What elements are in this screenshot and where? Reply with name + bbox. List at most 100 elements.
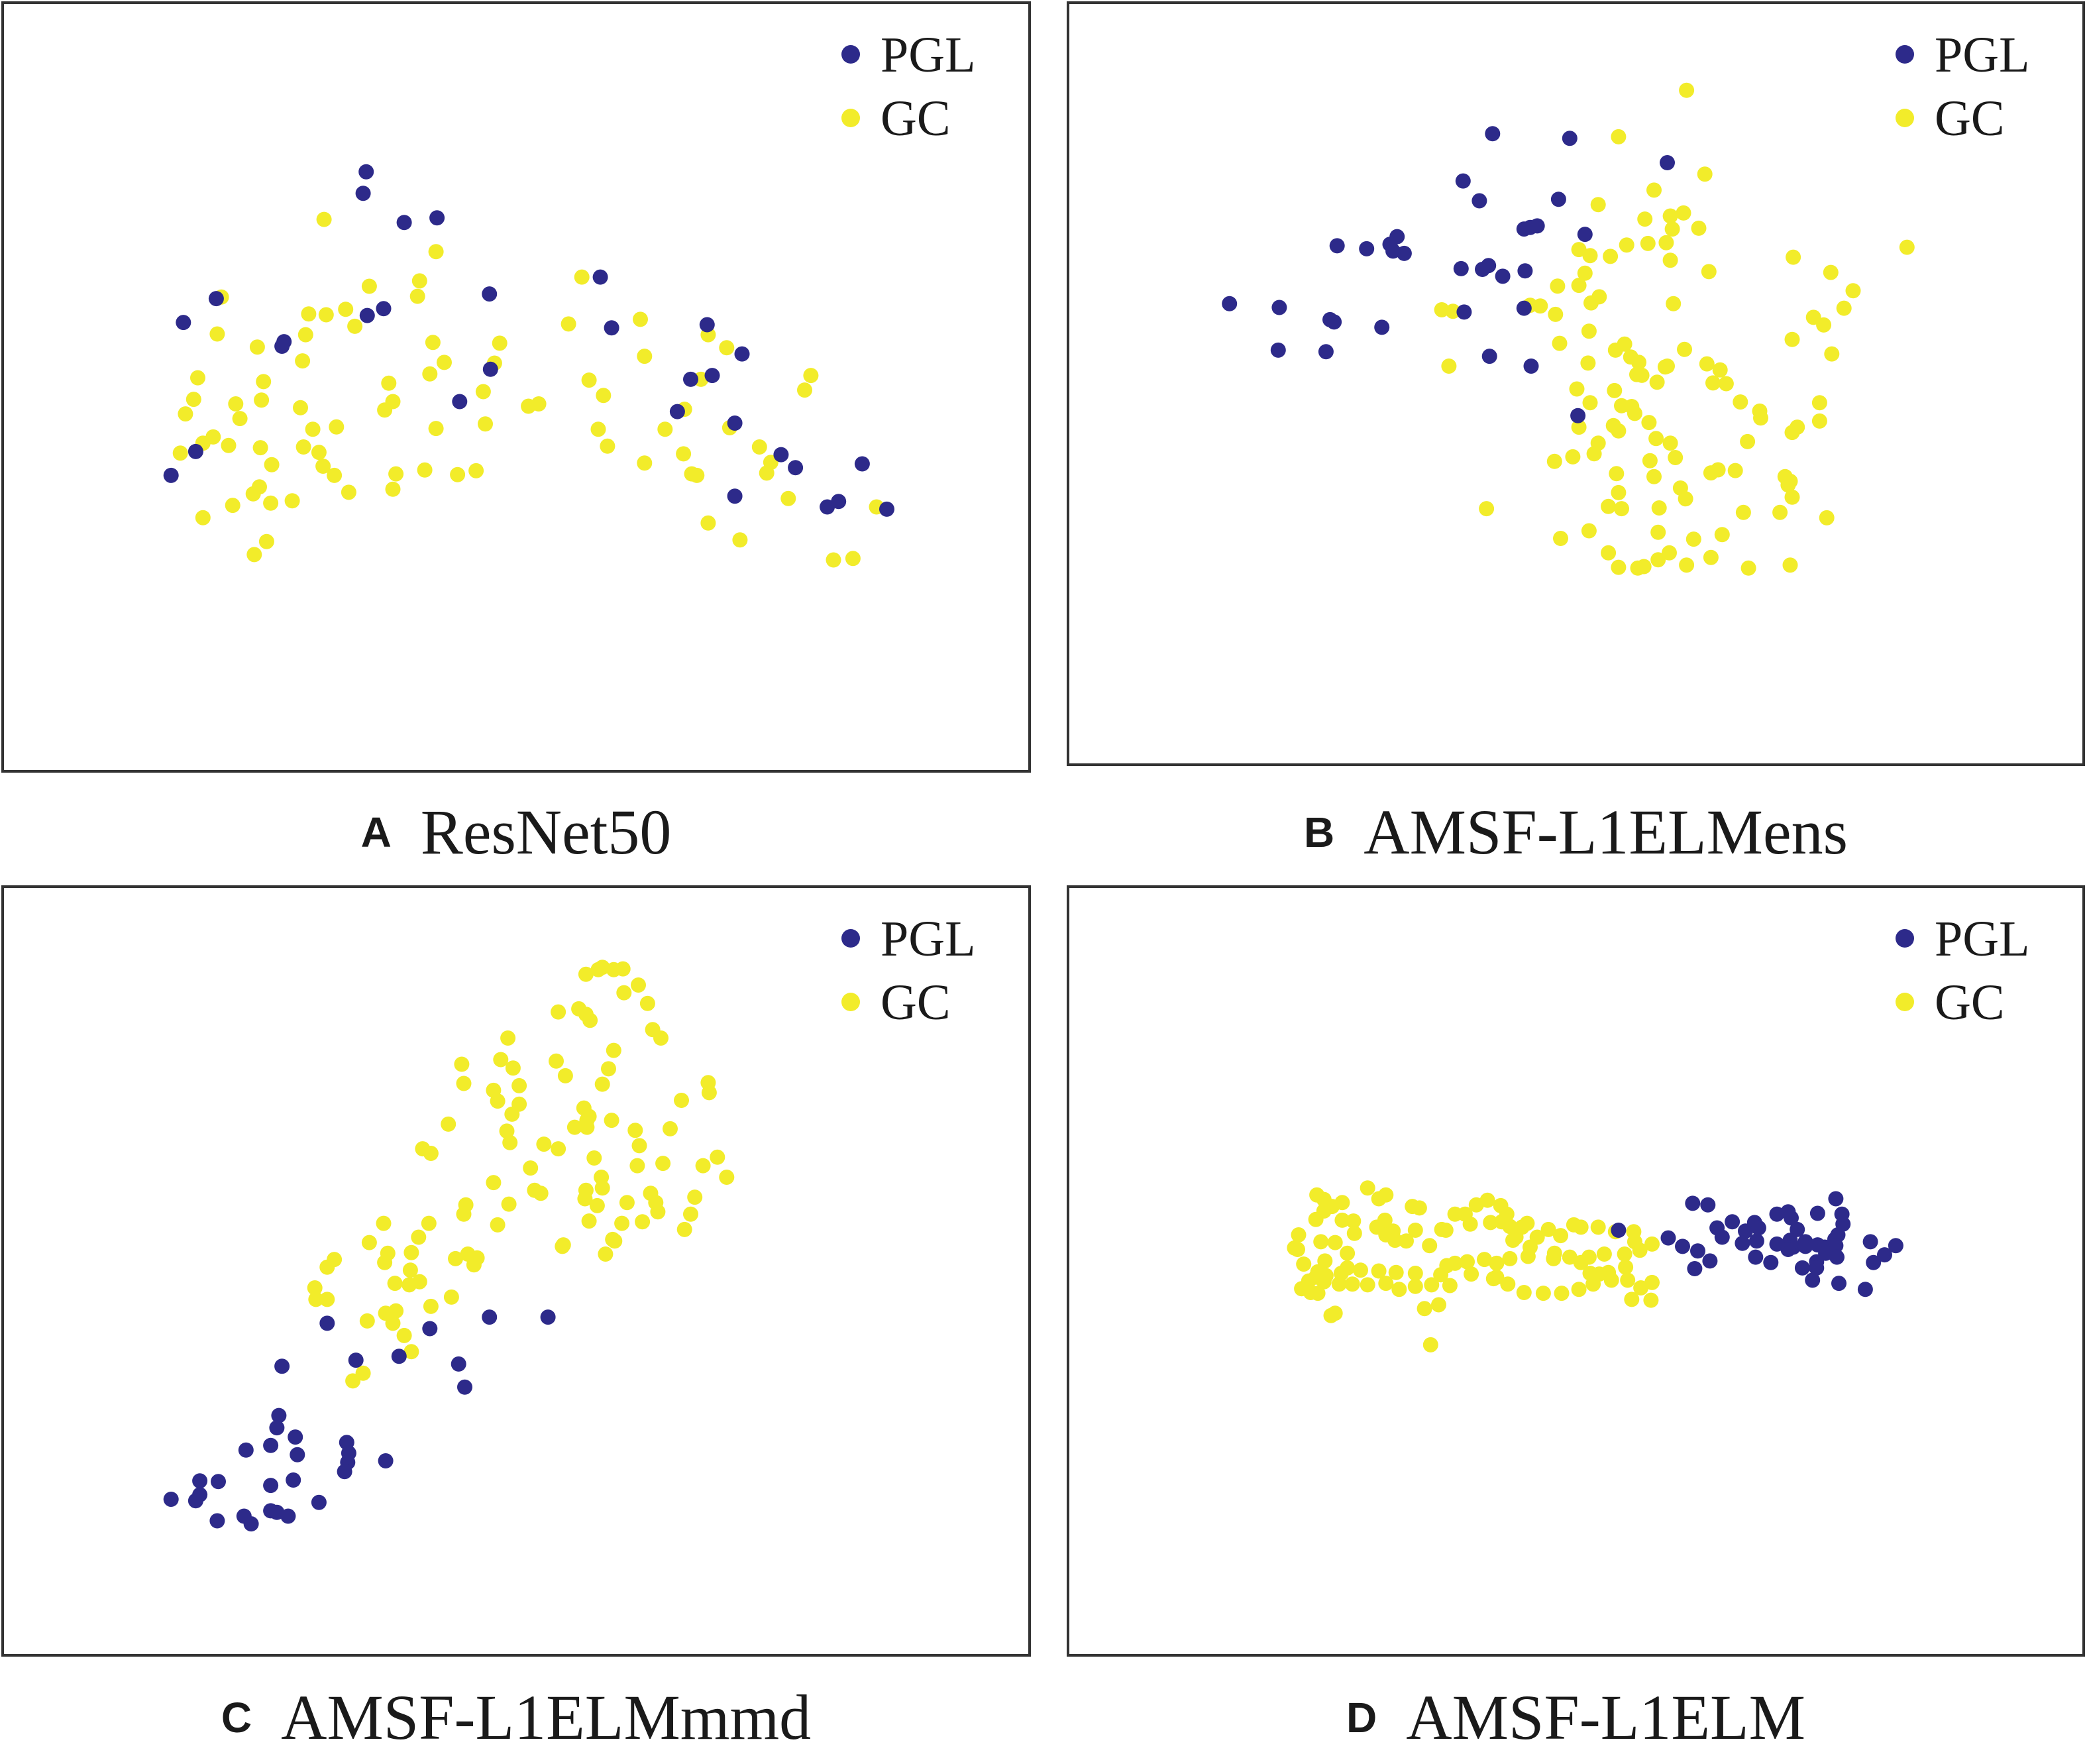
point-gc-c-111 bbox=[308, 1292, 324, 1307]
point-gc-c-80 bbox=[411, 1229, 427, 1245]
panel-title-d: AMSF-L1ELM bbox=[1406, 1682, 1805, 1753]
point-gc-c-15 bbox=[493, 1052, 509, 1068]
caption-c: C AMSF-L1ELMmmd bbox=[3, 1681, 1030, 1754]
point-gc-a-86 bbox=[252, 479, 267, 495]
point-pgl-a-23 bbox=[773, 447, 789, 463]
point-gc-a-28 bbox=[377, 402, 393, 418]
point-gc-c-104 bbox=[345, 1373, 361, 1389]
point-gc-a-9 bbox=[249, 339, 265, 355]
point-gc-b-53 bbox=[1607, 382, 1623, 398]
point-pgl-d-5 bbox=[1790, 1221, 1805, 1237]
point-gc-d-14 bbox=[1308, 1211, 1324, 1227]
point-gc-b-64 bbox=[1648, 431, 1664, 447]
point-gc-d-17 bbox=[1287, 1240, 1303, 1256]
point-gc-c-32 bbox=[490, 1093, 506, 1109]
series-pgl-b bbox=[1222, 126, 1675, 423]
point-gc-d-117 bbox=[1582, 1266, 1598, 1281]
point-gc-a-48 bbox=[295, 439, 311, 455]
point-pgl-b-25 bbox=[1456, 304, 1472, 320]
point-pgl-a-0 bbox=[358, 164, 374, 180]
point-pgl-b-17 bbox=[1385, 243, 1401, 259]
point-gc-b-13 bbox=[1571, 242, 1587, 258]
point-gc-a-44 bbox=[305, 421, 321, 437]
point-pgl-a-13 bbox=[699, 317, 715, 333]
point-gc-c-91 bbox=[387, 1276, 403, 1292]
point-gc-b-95 bbox=[1662, 545, 1677, 561]
point-gc-c-11 bbox=[639, 995, 655, 1011]
point-pgl-a-17 bbox=[704, 368, 720, 384]
point-gc-c-79 bbox=[361, 1235, 377, 1250]
point-gc-d-5 bbox=[1309, 1187, 1325, 1203]
point-gc-b-11 bbox=[1619, 237, 1634, 253]
point-gc-d-92 bbox=[1620, 1272, 1636, 1288]
point-gc-d-65 bbox=[1353, 1262, 1368, 1278]
point-gc-b-58 bbox=[1571, 419, 1587, 435]
point-pgl-c-33 bbox=[236, 1508, 252, 1524]
point-pgl-b-30 bbox=[1523, 358, 1539, 374]
point-pgl-d-22 bbox=[1763, 1254, 1779, 1270]
point-gc-a-19 bbox=[381, 375, 397, 391]
point-gc-b-14 bbox=[1582, 248, 1598, 264]
point-gc-c-18 bbox=[549, 1053, 564, 1069]
point-pgl-c-23 bbox=[263, 1478, 279, 1494]
point-pgl-c-31 bbox=[209, 1513, 225, 1529]
point-gc-a-60 bbox=[341, 484, 356, 500]
point-gc-d-48 bbox=[1632, 1242, 1648, 1258]
point-gc-b-111 bbox=[1636, 559, 1652, 575]
point-gc-d-29 bbox=[1462, 1216, 1478, 1232]
legend-marker-pgl-b bbox=[1896, 45, 1914, 64]
point-gc-a-10 bbox=[297, 327, 313, 343]
point-gc-b-28 bbox=[1786, 249, 1801, 265]
point-pgl-d-48 bbox=[1611, 1223, 1627, 1238]
point-gc-c-98 bbox=[388, 1303, 404, 1319]
point-pgl-a-18 bbox=[683, 371, 698, 387]
point-pgl-d-37 bbox=[1805, 1272, 1821, 1288]
point-gc-c-72 bbox=[683, 1206, 698, 1222]
panel-title-b: AMSF-L1ELMens bbox=[1364, 797, 1848, 867]
point-gc-d-79 bbox=[1391, 1282, 1407, 1297]
point-gc-c-54 bbox=[523, 1160, 539, 1176]
point-gc-c-37 bbox=[502, 1134, 518, 1150]
point-gc-d-62 bbox=[1407, 1266, 1423, 1281]
point-gc-b-87 bbox=[1651, 500, 1667, 516]
point-pgl-c-27 bbox=[187, 1493, 203, 1509]
point-gc-a-77 bbox=[700, 515, 716, 531]
point-gc-a-49 bbox=[252, 440, 268, 456]
point-gc-d-15 bbox=[1291, 1227, 1307, 1242]
point-gc-a-50 bbox=[311, 445, 327, 461]
point-pgl-d-42 bbox=[1877, 1247, 1892, 1263]
point-gc-b-23 bbox=[1445, 303, 1461, 319]
point-pgl-d-27 bbox=[1675, 1239, 1690, 1254]
point-pgl-a-6 bbox=[376, 301, 392, 317]
point-gc-b-7 bbox=[1676, 205, 1691, 221]
point-pgl-d-9 bbox=[1780, 1242, 1796, 1257]
point-pgl-a-24 bbox=[788, 460, 804, 476]
point-gc-c-19 bbox=[557, 1068, 573, 1083]
panel-label-b: B bbox=[1304, 808, 1335, 856]
point-gc-c-16 bbox=[505, 1060, 521, 1076]
point-gc-b-8 bbox=[1691, 220, 1707, 236]
point-gc-d-98 bbox=[1643, 1292, 1659, 1308]
point-gc-d-57 bbox=[1477, 1252, 1492, 1268]
point-pgl-c-4 bbox=[348, 1352, 364, 1368]
point-gc-c-64 bbox=[581, 1213, 597, 1229]
scatter-plot-a: PGL GC bbox=[1, 1, 1031, 773]
series-pgl-c bbox=[163, 1309, 556, 1532]
caption-a: A ResNet50 bbox=[3, 795, 1030, 869]
point-pgl-a-19 bbox=[669, 404, 685, 419]
point-gc-a-11 bbox=[425, 335, 441, 351]
point-gc-b-31 bbox=[1845, 283, 1861, 299]
point-gc-c-68 bbox=[635, 1214, 651, 1230]
point-gc-c-56 bbox=[501, 1196, 517, 1212]
point-pgl-c-24 bbox=[311, 1494, 327, 1510]
point-gc-c-38 bbox=[536, 1136, 552, 1152]
point-pgl-d-28 bbox=[1660, 1230, 1676, 1246]
point-pgl-a-27 bbox=[820, 499, 835, 515]
point-gc-d-37 bbox=[1519, 1215, 1535, 1231]
point-gc-a-43 bbox=[329, 419, 345, 435]
point-gc-a-23 bbox=[186, 392, 201, 408]
point-gc-c-67 bbox=[614, 1215, 630, 1231]
point-gc-d-43 bbox=[1590, 1219, 1606, 1235]
point-gc-b-89 bbox=[1601, 498, 1617, 514]
legend-label-gc-d: GC bbox=[1935, 975, 2005, 1030]
